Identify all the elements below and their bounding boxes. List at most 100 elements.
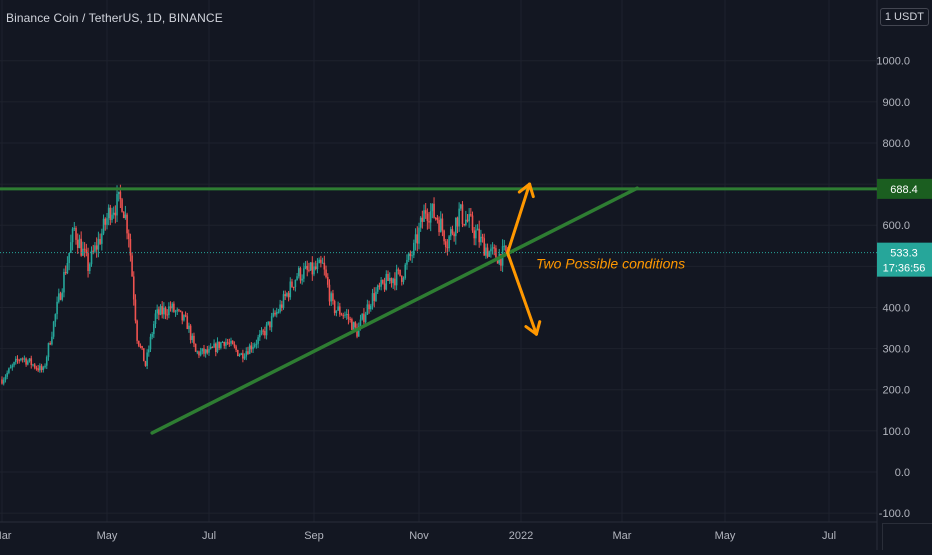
candle-up [448, 236, 450, 249]
x-tick-label: Jul [202, 530, 216, 542]
candle-up [458, 208, 460, 227]
candle-down [59, 293, 62, 300]
candle-down [242, 353, 244, 359]
candle-up [316, 263, 319, 270]
candle-up [259, 333, 261, 338]
x-tick-label: Mar [0, 530, 12, 542]
candle-down [83, 248, 86, 250]
candle-up [480, 236, 482, 243]
candle-down [306, 265, 309, 270]
candle-down [463, 224, 465, 226]
y-tick-label: 100.0 [882, 426, 910, 438]
candle-down [184, 315, 187, 317]
candle-down [122, 211, 125, 219]
candle-up [156, 309, 158, 314]
candle-up [289, 281, 292, 298]
candle-up [32, 364, 34, 366]
candle-down [264, 331, 266, 336]
candle-up [388, 277, 391, 281]
candle-up [282, 294, 285, 308]
candle-down [25, 358, 27, 365]
candle-up [370, 305, 372, 310]
candle-up [364, 314, 367, 323]
candle-up [385, 273, 388, 290]
candle-down [85, 249, 88, 254]
candle-up [476, 228, 479, 231]
candle-up [23, 358, 26, 360]
candle-up [58, 293, 60, 302]
candle-down [1, 379, 3, 384]
candle-down [173, 303, 175, 312]
candle-down [481, 236, 484, 239]
support-trendline[interactable] [150, 186, 639, 435]
candle-down [194, 343, 197, 352]
candle-up [406, 259, 408, 265]
candle-down [399, 269, 401, 276]
candle-up [419, 217, 422, 228]
candle-up [154, 313, 157, 325]
candle-up [216, 341, 219, 352]
candle-up [245, 351, 248, 357]
candle-down [228, 343, 231, 345]
candle-up [2, 379, 5, 384]
candle-up [395, 269, 398, 286]
candle-up [418, 227, 420, 244]
candle-up [54, 314, 57, 322]
candle-down [394, 278, 396, 286]
candle-up [265, 324, 268, 336]
candle-up [201, 348, 204, 352]
candle-up [112, 212, 115, 215]
candle-up [286, 293, 288, 297]
candle-down [483, 238, 486, 256]
candle-down [142, 348, 145, 362]
candle-down [139, 345, 142, 347]
currency-selector[interactable]: 1 USDT [879, 8, 929, 26]
candle-down [178, 309, 180, 311]
arrow-down-shaft[interactable] [506, 251, 538, 336]
candle-down [478, 228, 480, 243]
symbol-title[interactable]: Binance Coin / TetherUS, 1D, BINANCE [6, 11, 223, 25]
candle-up [392, 278, 394, 284]
candle-down [75, 227, 77, 240]
x-tick-label: Nov [409, 530, 429, 542]
candle-up [304, 265, 307, 269]
candle-up [439, 218, 442, 233]
candle-down [87, 253, 89, 272]
candle-down [500, 254, 502, 266]
candle-up [488, 251, 491, 257]
candle-down [161, 306, 163, 315]
candle-up [414, 234, 417, 243]
candle-up [345, 313, 348, 315]
candle-up [296, 276, 298, 281]
candle-down [424, 210, 427, 214]
candle-down [461, 204, 464, 225]
axis-corner[interactable] [882, 523, 932, 550]
candle-down [95, 245, 98, 250]
candle-down [104, 218, 107, 225]
candle-up [491, 247, 494, 249]
candle-down [281, 304, 283, 308]
candle-down [262, 330, 264, 332]
candle-down [356, 327, 358, 337]
currency-label: USDT [894, 11, 924, 23]
candle-up [423, 210, 425, 222]
candle-down [92, 250, 95, 252]
candle-up [294, 280, 297, 288]
time-axis-panel[interactable] [0, 522, 877, 550]
candle-down [383, 283, 386, 290]
candle-down [114, 212, 117, 216]
candle-up [252, 346, 254, 350]
candle-up [402, 277, 405, 282]
candle-up [70, 242, 72, 253]
candle-up [238, 354, 241, 356]
arrow-up-shaft[interactable] [506, 182, 532, 255]
candle-down [368, 304, 370, 310]
annotation-text: Two Possible conditions [536, 256, 685, 272]
candle-down [235, 346, 237, 350]
candle-down [333, 300, 336, 313]
candle-up [90, 250, 93, 265]
candle-up [168, 306, 170, 316]
candle-up [101, 233, 103, 244]
